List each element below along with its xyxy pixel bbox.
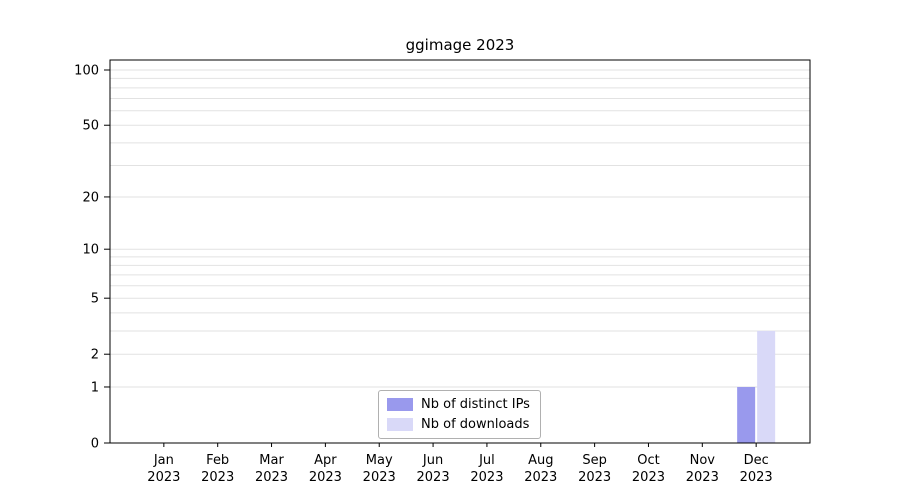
bar-downloads — [757, 330, 776, 443]
x-tick-label-year: 2023 — [363, 470, 396, 485]
x-tick-label-month: Mar — [259, 453, 284, 468]
x-tick-label-year: 2023 — [632, 470, 665, 485]
x-tick-label-month: Jul — [478, 453, 495, 468]
x-tick-label-month: Sep — [582, 453, 607, 468]
x-tick-label-year: 2023 — [524, 470, 557, 485]
x-tick-label-year: 2023 — [470, 470, 503, 485]
x-tick-label-month: Apr — [314, 453, 337, 468]
x-tick-label-month: Oct — [637, 453, 659, 468]
legend-swatch-downloads — [387, 418, 413, 431]
y-tick-label: 100 — [74, 64, 99, 79]
legend-item-downloads: Nb of downloads — [387, 417, 530, 432]
chart-title: ggimage 2023 — [405, 36, 515, 54]
x-tick-label-year: 2023 — [686, 470, 719, 485]
x-tick-label-year: 2023 — [201, 470, 234, 485]
y-tick-label: 1 — [91, 380, 99, 395]
y-tick-label: 50 — [82, 119, 99, 134]
legend-item-distinct-ips: Nb of distinct IPs — [387, 397, 530, 412]
y-tick-label: 2 — [91, 348, 99, 363]
x-tick-label-month: Jan — [153, 453, 174, 468]
y-tick-label: 5 — [91, 292, 99, 307]
x-tick-label-month: Nov — [690, 453, 716, 468]
legend-label-downloads: Nb of downloads — [421, 417, 530, 432]
x-tick-label-year: 2023 — [578, 470, 611, 485]
x-tick-label-month: Feb — [206, 453, 229, 468]
legend-label-distinct-ips: Nb of distinct IPs — [421, 397, 530, 412]
plot-border — [109, 59, 811, 444]
x-tick-label-year: 2023 — [417, 470, 450, 485]
x-tick-label-month: Aug — [528, 453, 553, 468]
x-tick-label-year: 2023 — [147, 470, 180, 485]
x-tick-label-month: Dec — [744, 453, 769, 468]
y-tick-label: 20 — [82, 190, 99, 205]
legend-swatch-distinct-ips — [387, 398, 413, 411]
x-tick-label-month: May — [366, 453, 393, 468]
y-tick-label: 0 — [91, 437, 99, 452]
x-tick-label-month: Jun — [422, 453, 443, 468]
x-tick-label-year: 2023 — [255, 470, 288, 485]
y-tick-label: 10 — [82, 243, 99, 258]
bar-distinct-ips — [737, 386, 756, 443]
legend: Nb of distinct IPs Nb of downloads — [378, 390, 541, 439]
x-tick-label-year: 2023 — [740, 470, 773, 485]
x-tick-label-year: 2023 — [309, 470, 342, 485]
